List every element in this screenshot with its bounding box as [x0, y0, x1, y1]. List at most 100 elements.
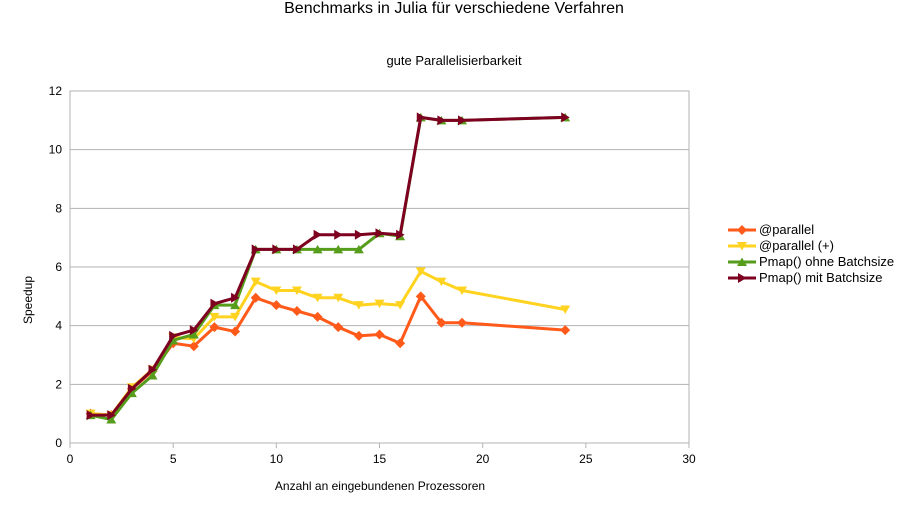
y-axis-label: Speedup [21, 275, 35, 325]
chart-subtitle: gute Parallelisierbarkeit [386, 53, 522, 68]
y-tick-label: 10 [49, 143, 63, 157]
x-tick-label: 10 [270, 452, 284, 466]
series-4-point [107, 410, 116, 421]
series-1-point [209, 322, 220, 333]
series-3-point [230, 300, 241, 310]
series-4-point [189, 325, 199, 336]
legend-label-parallel-plus: @parallel (+) [759, 238, 834, 253]
series-1-point [291, 306, 302, 316]
legend-symbol [737, 225, 747, 235]
series-2-line [90, 269, 566, 417]
legend-item-pmap-ohne: Pmap() ohne Batchsize [727, 254, 894, 270]
legend-marker-parallel-plus [728, 242, 756, 251]
x-tick-label: 30 [682, 452, 696, 466]
series-4-point [251, 244, 261, 255]
y-tick-label: 12 [49, 84, 63, 98]
series-2-point [374, 299, 385, 309]
series-2-point [250, 277, 261, 287]
series-4-point [292, 244, 302, 255]
series-4-point [396, 229, 405, 240]
series-4-point [148, 364, 158, 375]
series-4-point [354, 229, 364, 240]
series-3 [85, 112, 571, 424]
legend: @parallel @parallel (+) Pmap() ohne Batc… [727, 222, 894, 286]
series-3-point [333, 244, 344, 254]
series-2-point [333, 293, 344, 303]
series-4-point [169, 330, 178, 341]
series-1-point [312, 311, 323, 322]
series-4-point [272, 244, 281, 255]
legend-symbol [737, 257, 747, 266]
series-4-point [86, 410, 96, 421]
series-1-point [188, 341, 199, 352]
series-2-point [271, 286, 282, 295]
series-2-point [436, 277, 447, 287]
legend-item-parallel: @parallel [727, 222, 894, 238]
series-2-point [395, 301, 406, 310]
series-2-point [457, 286, 468, 295]
x-tick-label: 20 [476, 452, 490, 466]
series-1-point [374, 329, 385, 340]
x-tick-label: 15 [373, 452, 387, 466]
x-axis-label: Anzahl an eingebundenen Prozessoren [274, 479, 486, 493]
series-1-point [436, 317, 447, 328]
series-3-point [353, 244, 364, 254]
series-3-point [188, 329, 199, 339]
series-2-point [291, 286, 302, 295]
legend-symbol [737, 242, 747, 251]
series-1-point [271, 300, 282, 311]
series-3-point [147, 371, 158, 380]
series-2-point [209, 312, 220, 322]
series-1-point [395, 338, 406, 349]
series-4-point [416, 112, 426, 123]
series-4-point [231, 292, 240, 303]
legend-marker-parallel [728, 225, 756, 235]
series-2-point [312, 293, 323, 303]
x-tick-label: 25 [579, 452, 593, 466]
series-4 [86, 112, 570, 421]
series-4-point [458, 115, 467, 126]
series-1-point [353, 330, 364, 341]
y-tick-label: 4 [55, 319, 62, 333]
x-tick-label: 5 [170, 452, 177, 466]
legend-label-pmap-ohne: Pmap() ohne Batchsize [759, 254, 895, 269]
series-3-point [126, 388, 137, 398]
legend-symbol [738, 273, 747, 283]
series-1-point [457, 317, 468, 328]
series-4-point [313, 229, 323, 240]
chart-title: Benchmarks in Julia für verschiedene Ver… [284, 0, 624, 17]
series-4-point [334, 229, 343, 240]
series-3-point [106, 415, 117, 424]
series-3-line [90, 115, 566, 422]
series-4-point [127, 383, 137, 394]
series-2 [85, 267, 571, 420]
legend-label-pmap-mit: Pmap() mit Batchsize [759, 270, 883, 285]
series-2-point [353, 301, 364, 310]
series-2-point [415, 267, 426, 276]
series-1-point [250, 292, 261, 303]
series-4-point [375, 228, 384, 239]
series-1-point [415, 291, 426, 302]
series-1-point [230, 326, 241, 337]
series-4-line [90, 115, 566, 417]
series-1-point [560, 325, 571, 336]
legend-marker-pmap-ohne [728, 257, 756, 266]
y-tick-label: 0 [55, 436, 62, 450]
series-4-point [210, 298, 219, 309]
legend-label-parallel: @parallel [759, 222, 815, 237]
series-1-point [333, 322, 344, 333]
series-2-point [560, 305, 571, 315]
series-4-point [561, 112, 570, 123]
y-tick-label: 6 [55, 260, 62, 274]
legend-item-pmap-mit: Pmap() mit Batchsize [727, 270, 894, 286]
x-tick-label: 0 [67, 452, 74, 466]
series-2-point [230, 312, 241, 322]
y-tick-label: 2 [55, 377, 62, 391]
legend-item-parallel-plus: @parallel (+) [727, 238, 894, 254]
legend-marker-pmap-mit [728, 273, 756, 283]
y-tick-label: 8 [55, 201, 62, 215]
series-1 [85, 291, 571, 421]
series-4-point [437, 115, 446, 126]
series-3-point [312, 244, 323, 254]
